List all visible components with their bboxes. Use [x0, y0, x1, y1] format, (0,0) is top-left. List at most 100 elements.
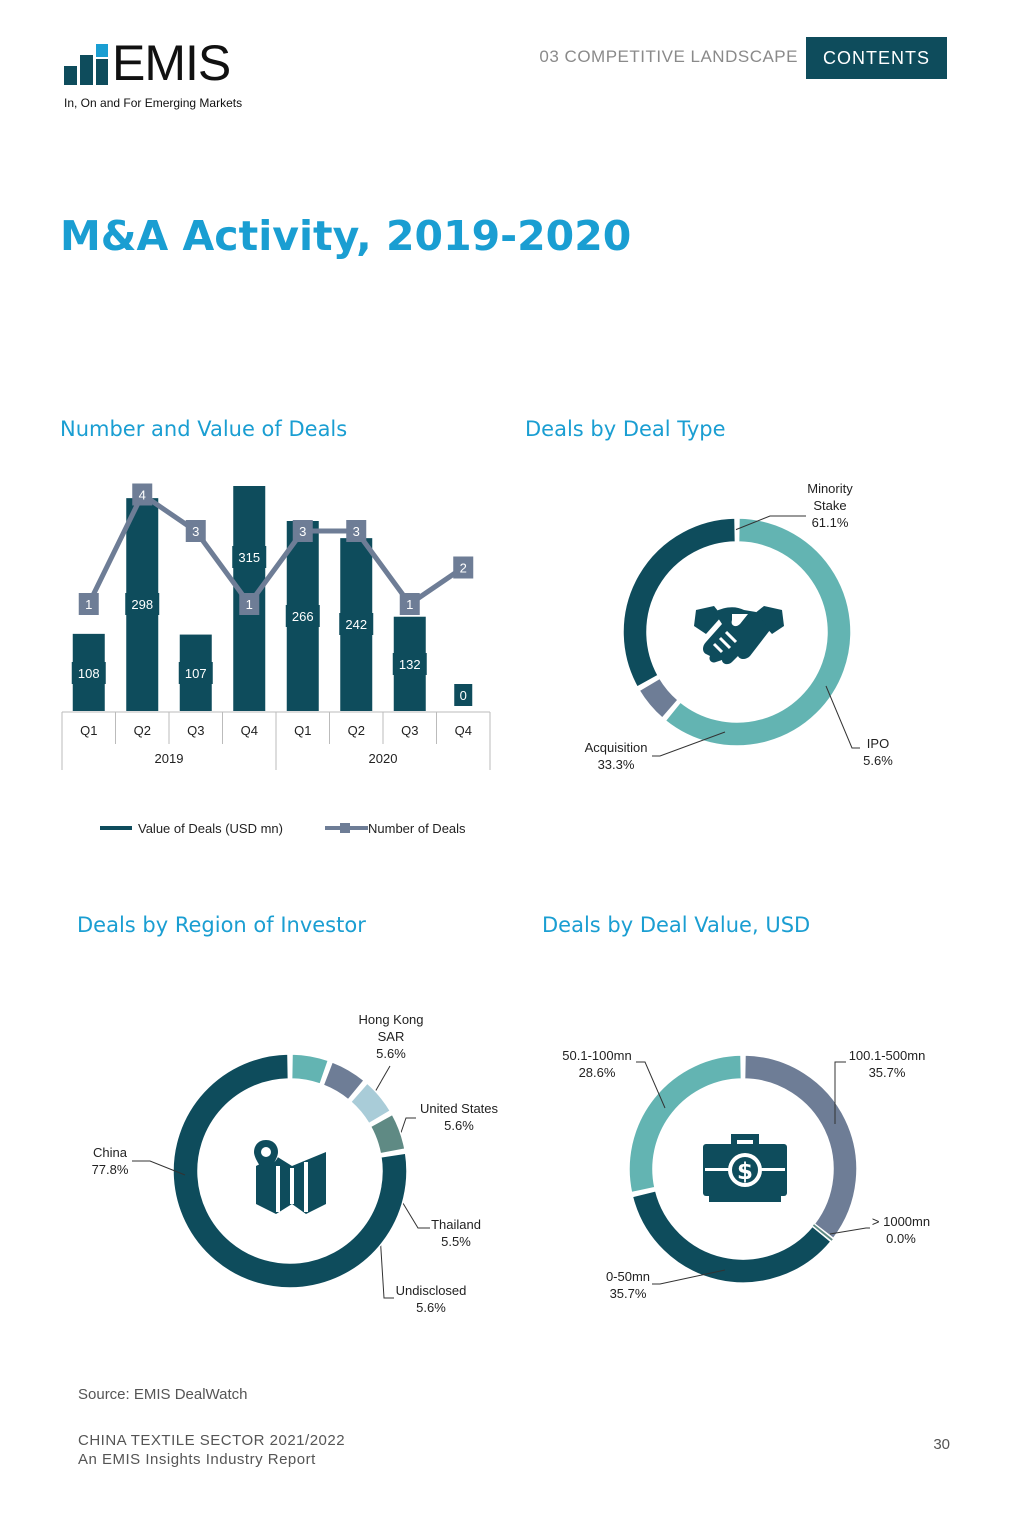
x-tick-label-1: Q2 — [134, 723, 151, 738]
slice-label-4-0: China — [93, 1145, 128, 1160]
chart-title-region: Deals by Region of Investor — [77, 913, 366, 937]
leader-line-0 — [834, 1061, 846, 1124]
source-note: Source: EMIS DealWatch — [78, 1386, 248, 1403]
slice-label-0-2: 5.6% — [376, 1046, 406, 1061]
bar-label-bg-3 — [232, 546, 267, 568]
line-label-1: 4 — [139, 488, 146, 503]
leader-line-3 — [379, 1233, 394, 1299]
line-marker-5 — [346, 520, 367, 542]
slice-label-3-1: 28.6% — [579, 1065, 616, 1080]
footer-report-title: CHINA TEXTILE SECTOR 2021/2022 — [78, 1432, 346, 1449]
slice-label-3-0: Undisclosed — [396, 1283, 467, 1298]
slice-label-1-0: United States — [420, 1101, 499, 1116]
line-marker-4 — [292, 520, 313, 542]
donut-slice-0 — [290, 1053, 330, 1086]
bar-label-bg-1 — [125, 593, 160, 615]
logo-mark-icon — [64, 44, 108, 85]
slice-label-1-0: IPO — [867, 736, 889, 751]
slice-label-0-1: Stake — [813, 498, 846, 513]
donut-slice-2 — [622, 517, 737, 689]
chart-title-deals: Number and Value of Deals — [60, 417, 348, 441]
donut-slice-0 — [664, 517, 852, 747]
legend-marker-number — [340, 823, 350, 833]
bar-label-6: 132 — [399, 657, 421, 672]
slice-label-2-1: 5.5% — [441, 1234, 471, 1249]
line-marker-7 — [453, 556, 474, 579]
line-label-5: 3 — [353, 524, 360, 539]
x-group-label-0: 2019 — [155, 751, 184, 766]
line-label-0: 1 — [85, 597, 92, 612]
svg-text:$: $ — [737, 1159, 753, 1185]
donut-slice-3 — [628, 1054, 743, 1194]
bar-label-3: 315 — [238, 550, 260, 565]
slice-label-3-0: 50.1-100mn — [562, 1048, 631, 1063]
logo-tagline: In, On and For Emerging Markets — [64, 96, 243, 110]
map-pin-icon — [253, 1139, 326, 1214]
slice-label-0-0: 100.1-500mn — [849, 1048, 926, 1063]
donut-slice-2 — [349, 1082, 392, 1125]
slice-label-2-0: Acquisition — [585, 740, 648, 755]
page-title: M&A Activity, 2019-2020 — [60, 212, 632, 260]
leader-line-0 — [734, 515, 806, 531]
x-tick-label-4: Q1 — [294, 723, 311, 738]
slice-label-2-1: 33.3% — [598, 757, 635, 772]
slice-label-0-0: Minority — [807, 481, 853, 496]
bar-label-bg-6 — [392, 653, 427, 675]
slice-label-4-1: 77.8% — [92, 1162, 129, 1177]
bar-label-1: 298 — [131, 597, 153, 612]
leader-line-1 — [825, 685, 860, 749]
leader-line-1 — [829, 1227, 870, 1235]
logo-wordmark: EMIS — [112, 35, 231, 91]
footer-report-subtitle: An EMIS Insights Industry Report — [78, 1451, 316, 1468]
page-number: 30 — [933, 1436, 950, 1453]
bar-label-bg-4 — [285, 605, 320, 627]
legend-label-number: Number of Deals — [368, 821, 466, 836]
slice-label-1-1: 5.6% — [444, 1118, 474, 1133]
handshake-icon — [694, 606, 784, 665]
slice-label-0-1: 35.7% — [869, 1065, 906, 1080]
bar-label-0: 108 — [78, 666, 100, 681]
line-marker-0 — [78, 593, 99, 615]
line-label-2: 3 — [192, 524, 199, 539]
slice-label-2-1: 35.7% — [610, 1286, 647, 1301]
slice-label-0-2: 61.1% — [812, 515, 849, 530]
donut-slice-0 — [743, 1054, 858, 1240]
slice-label-3-1: 5.6% — [416, 1300, 446, 1315]
leader-line-2 — [652, 1269, 726, 1285]
donut-slice-1 — [322, 1060, 366, 1101]
slice-label-2-0: 0-50mn — [606, 1269, 650, 1284]
chart-title-deal-type: Deals by Deal Type — [525, 417, 726, 441]
x-tick-label-0: Q1 — [80, 723, 97, 738]
leader-line-4 — [132, 1160, 186, 1176]
slice-label-0-0: Hong Kong — [358, 1012, 423, 1027]
bar-label-bg-7 — [454, 684, 473, 706]
money-briefcase-icon: $ — [703, 1134, 787, 1202]
section-breadcrumb[interactable]: 03 COMPETITIVE LANDSCAPE — [539, 47, 798, 66]
slice-label-1-1: 0.0% — [886, 1231, 916, 1246]
slice-label-1-1: 5.6% — [863, 753, 893, 768]
x-group-label-1: 2020 — [369, 751, 398, 766]
contents-button[interactable]: CONTENTS — [806, 37, 947, 79]
donut-slice-4 — [172, 1053, 408, 1289]
line-marker-1 — [132, 483, 153, 506]
slice-label-2-0: Thailand — [431, 1217, 481, 1232]
slice-label-0-1: SAR — [378, 1029, 405, 1044]
chart-title-deal-value: Deals by Deal Value, USD — [542, 913, 811, 937]
bar-label-7: 0 — [460, 688, 467, 703]
line-marker-6 — [399, 593, 420, 615]
bar-label-bg-2 — [178, 662, 213, 684]
donut-slice-1 — [812, 1224, 833, 1241]
x-tick-label-5: Q2 — [348, 723, 365, 738]
bar-label-bg-5 — [339, 613, 374, 635]
line-label-6: 1 — [406, 597, 413, 612]
x-tick-label-7: Q4 — [455, 723, 472, 738]
donut-slice-1 — [638, 677, 680, 720]
x-tick-label-3: Q4 — [241, 723, 258, 738]
slice-label-1-0: > 1000mn — [872, 1214, 930, 1229]
line-label-3: 1 — [246, 597, 253, 612]
x-tick-label-6: Q3 — [401, 723, 418, 738]
bar-label-2: 107 — [185, 666, 207, 681]
